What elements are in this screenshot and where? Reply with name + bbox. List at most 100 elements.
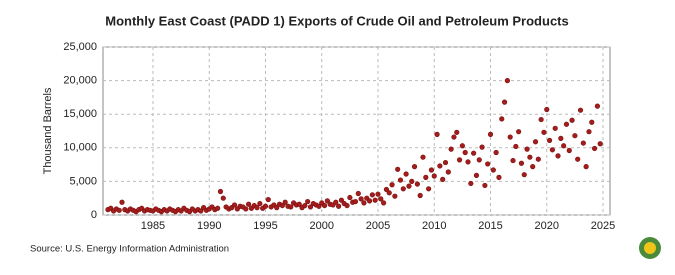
data-point bbox=[594, 103, 600, 109]
data-point bbox=[307, 204, 314, 210]
data-point bbox=[473, 172, 480, 178]
data-point bbox=[518, 160, 525, 166]
data-point bbox=[538, 116, 544, 123]
data-point bbox=[406, 183, 412, 189]
data-point bbox=[482, 182, 488, 189]
data-point bbox=[566, 147, 572, 154]
data-point bbox=[397, 177, 404, 183]
data-point bbox=[454, 129, 460, 135]
data-point bbox=[583, 164, 589, 170]
data-point bbox=[496, 174, 502, 180]
y-tick-label: 25,000 bbox=[63, 41, 97, 53]
data-point bbox=[217, 188, 224, 195]
data-point bbox=[524, 146, 530, 152]
data-point bbox=[431, 173, 437, 179]
data-point bbox=[409, 178, 415, 184]
data-point bbox=[428, 167, 435, 173]
data-point bbox=[243, 206, 249, 212]
data-point bbox=[501, 99, 508, 105]
data-point bbox=[555, 153, 561, 159]
data-point bbox=[420, 154, 426, 160]
data-point bbox=[403, 171, 409, 177]
x-tick-label: 1995 bbox=[253, 220, 277, 232]
data-point bbox=[535, 156, 541, 162]
data-point bbox=[513, 143, 519, 150]
data-point bbox=[426, 186, 432, 192]
y-tick-label: 15,000 bbox=[63, 108, 97, 120]
data-point bbox=[417, 192, 423, 199]
data-point bbox=[361, 200, 367, 206]
data-point bbox=[423, 174, 429, 180]
y-tick-label: 20,000 bbox=[63, 75, 97, 87]
data-point bbox=[352, 198, 359, 205]
data-point bbox=[116, 207, 122, 213]
data-point bbox=[265, 196, 271, 203]
data-point bbox=[215, 205, 221, 211]
data-point bbox=[499, 116, 505, 122]
x-tick-label: 2000 bbox=[309, 220, 333, 232]
data-point bbox=[231, 202, 238, 208]
data-point bbox=[521, 172, 527, 178]
data-point bbox=[381, 200, 387, 206]
plot-frame bbox=[102, 46, 611, 216]
data-point bbox=[563, 121, 570, 127]
data-point bbox=[558, 135, 564, 141]
data-point bbox=[546, 137, 553, 144]
data-point bbox=[389, 182, 395, 188]
data-point bbox=[305, 198, 311, 205]
data-point bbox=[516, 129, 522, 135]
data-point bbox=[324, 198, 330, 204]
data-point bbox=[580, 140, 586, 146]
data-point bbox=[591, 145, 598, 152]
data-point bbox=[476, 157, 482, 163]
data-point bbox=[347, 194, 353, 201]
y-tick-label: 5,000 bbox=[69, 175, 97, 187]
data-point bbox=[400, 186, 406, 192]
data-point bbox=[355, 190, 361, 197]
source: Source: U.S. Energy Information Administ… bbox=[30, 244, 229, 255]
data-point bbox=[465, 159, 471, 165]
data-point bbox=[198, 208, 204, 214]
data-point bbox=[282, 199, 288, 205]
data-point bbox=[437, 163, 443, 169]
data-point bbox=[254, 205, 260, 211]
data-point bbox=[577, 107, 584, 113]
x-tick-label: 2010 bbox=[422, 220, 446, 232]
x-tick-label: 2005 bbox=[366, 220, 390, 232]
y-tick-label: 10,000 bbox=[63, 142, 97, 154]
data-point bbox=[530, 164, 536, 170]
data-point bbox=[344, 202, 350, 209]
data-point bbox=[383, 186, 390, 193]
logo bbox=[639, 237, 661, 259]
data-point bbox=[471, 150, 477, 156]
data-point bbox=[279, 202, 285, 209]
y-axis-label: Thousand Barrels bbox=[42, 87, 54, 174]
data-point bbox=[490, 167, 496, 173]
x-tick-label: 1990 bbox=[197, 220, 221, 232]
data-point bbox=[316, 203, 322, 209]
data-point bbox=[569, 117, 575, 123]
data-point bbox=[448, 146, 454, 152]
data-point bbox=[375, 191, 381, 197]
data-point bbox=[485, 161, 491, 167]
data-point bbox=[589, 119, 595, 125]
data-point bbox=[434, 131, 440, 137]
data-point bbox=[510, 157, 516, 164]
data-point bbox=[507, 134, 513, 140]
data-point bbox=[321, 202, 328, 209]
data-point bbox=[445, 169, 451, 175]
data-point bbox=[372, 197, 378, 203]
data-point bbox=[487, 131, 494, 137]
data-point bbox=[459, 143, 465, 149]
data-point bbox=[552, 125, 558, 131]
data-point bbox=[414, 181, 420, 187]
data-point bbox=[338, 197, 345, 203]
chart-title: Monthly East Coast (PADD 1) Exports of C… bbox=[105, 13, 568, 28]
x-tick-label: 2015 bbox=[478, 220, 502, 232]
data-point bbox=[333, 199, 339, 205]
data-point bbox=[262, 203, 269, 209]
x-tick-label: 1985 bbox=[141, 220, 165, 232]
data-point bbox=[442, 159, 449, 166]
data-point bbox=[296, 201, 302, 207]
